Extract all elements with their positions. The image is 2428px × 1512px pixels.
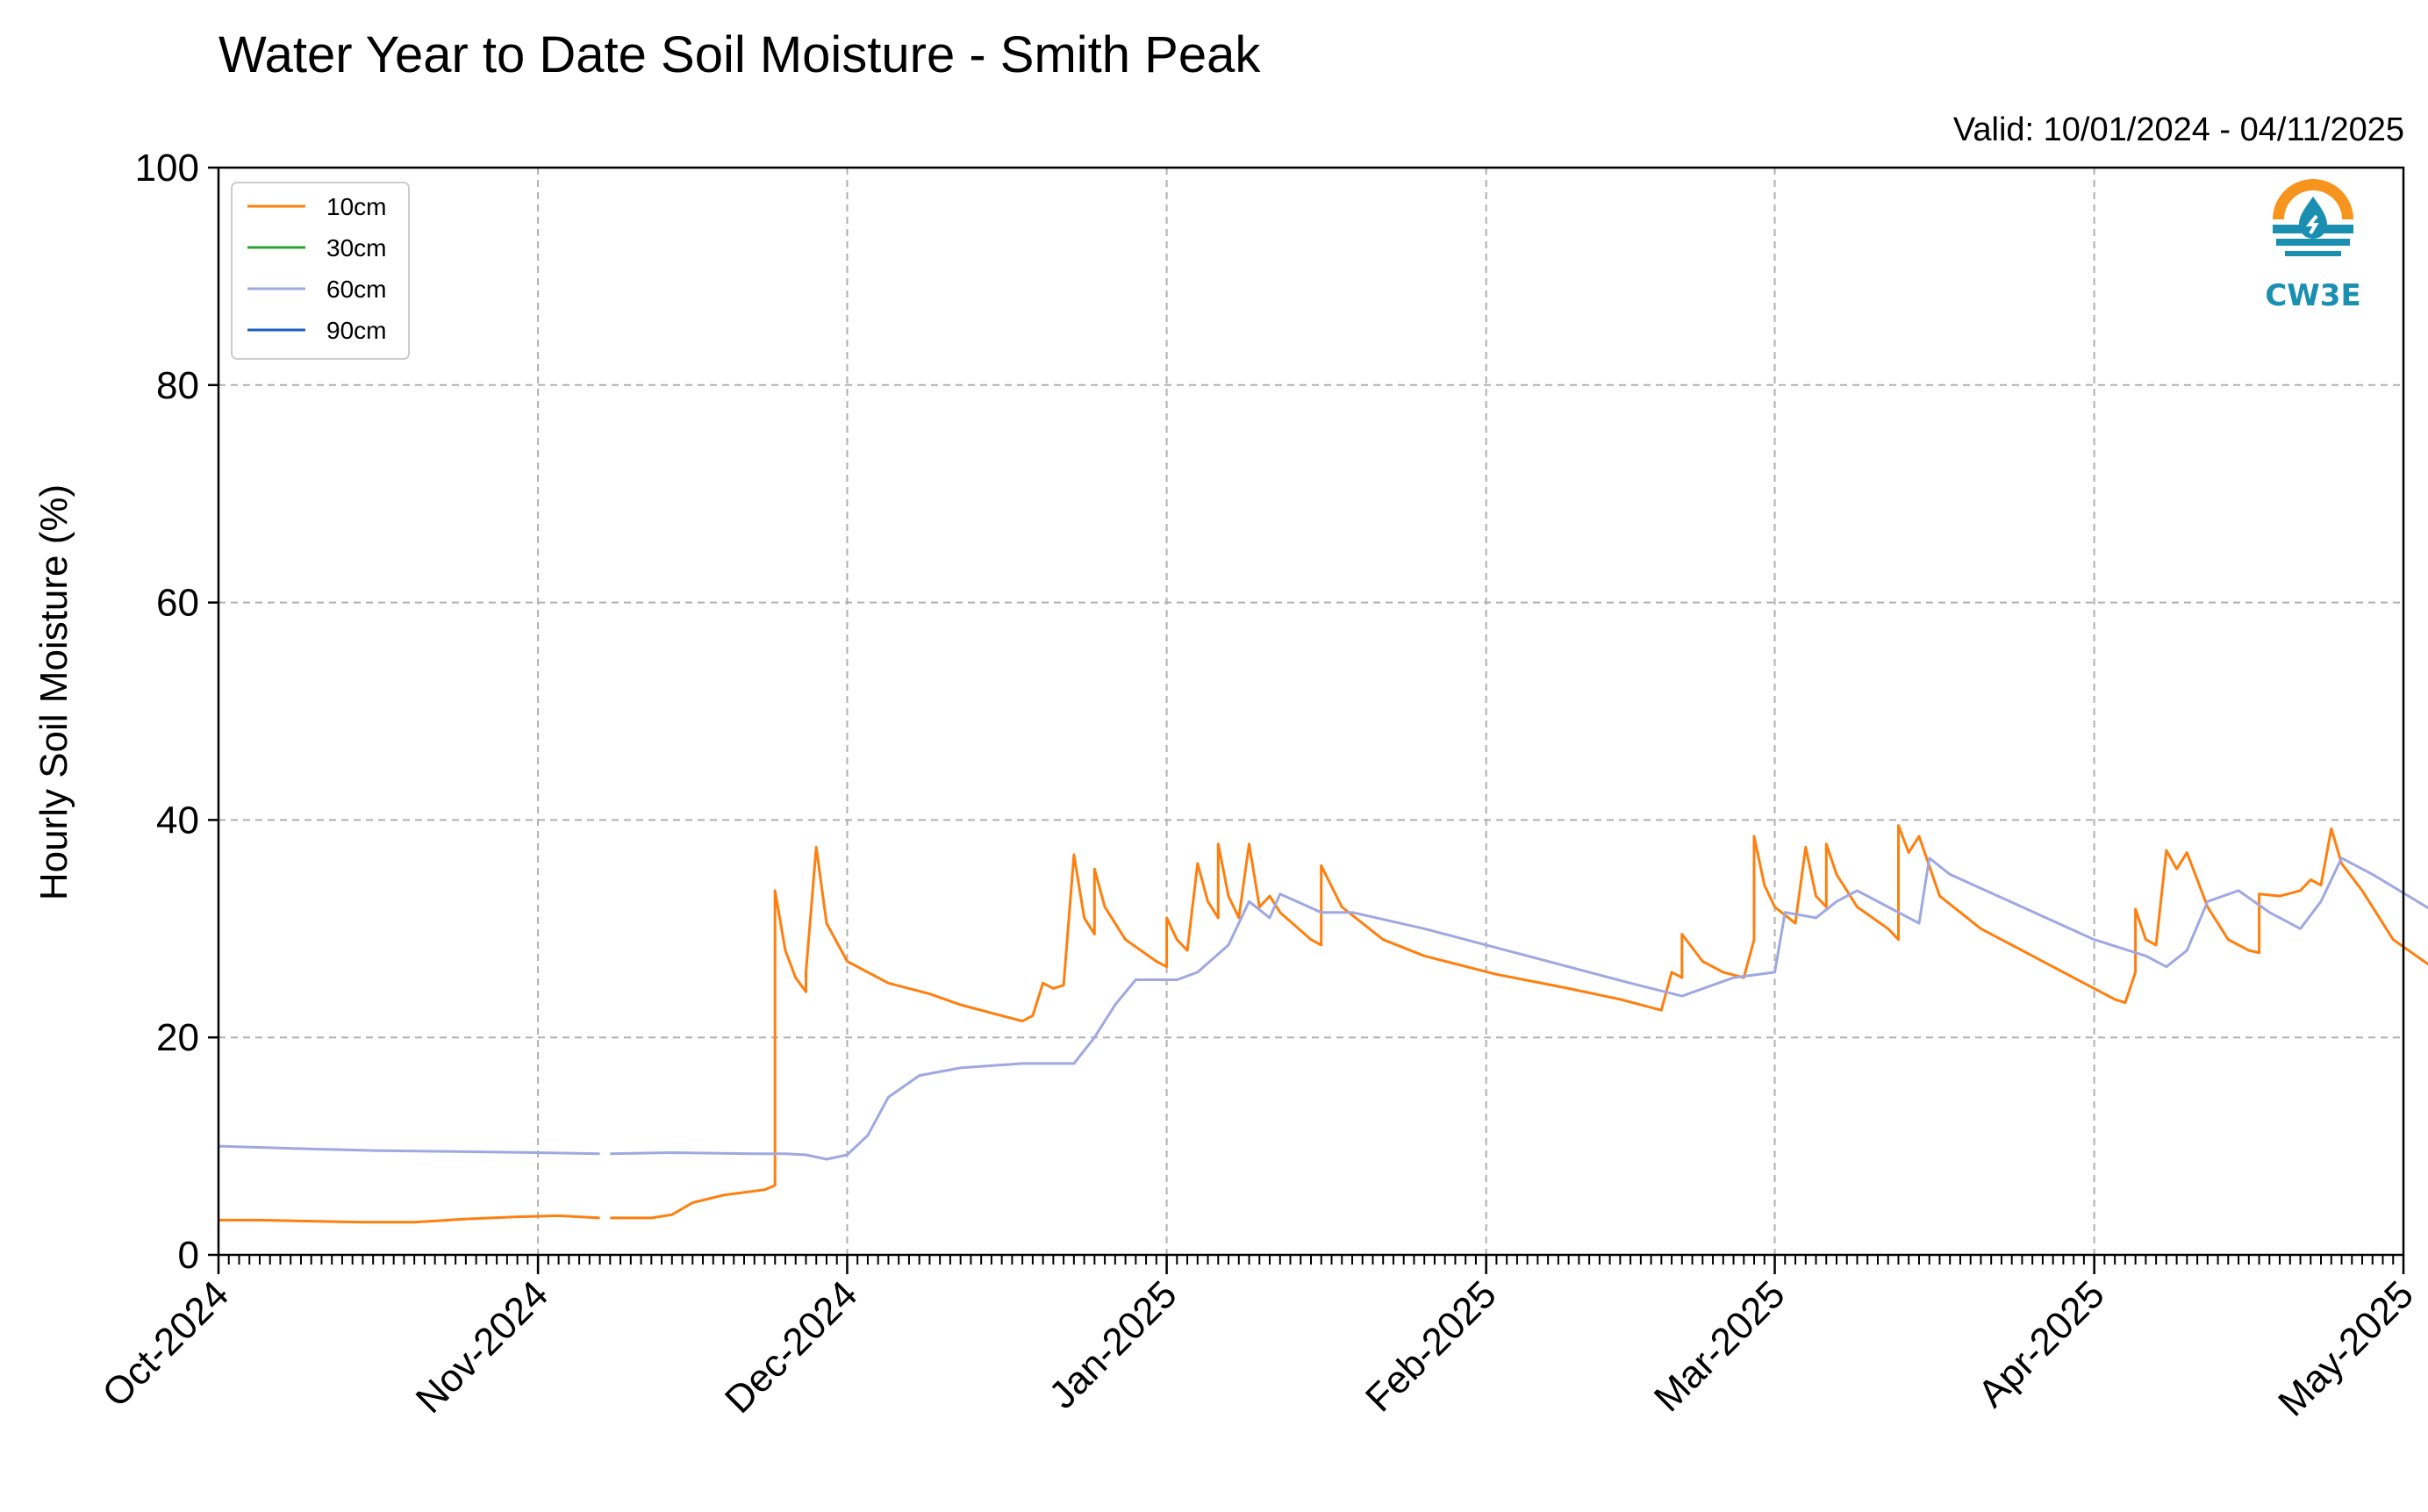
x-tick-label: May-2025 xyxy=(2270,1272,2422,1424)
series-line-60cm xyxy=(610,856,2428,1161)
x-tick-label: Feb-2025 xyxy=(1357,1272,1505,1420)
x-tick-label: Apr-2025 xyxy=(1970,1272,2113,1415)
logo-wave-3 xyxy=(2285,251,2341,256)
legend-label-30cm: 30cm xyxy=(326,234,386,262)
grid-lines xyxy=(218,168,2403,1255)
series-line-10cm xyxy=(610,824,2428,1220)
logo-text: CW3E xyxy=(2265,278,2360,313)
legend-label-10cm: 10cm xyxy=(326,193,386,220)
x-tick-labels: Oct-2024 Nov-2024 Dec-2024 Jan-2025 Feb-2025… xyxy=(94,1272,2422,1424)
y-tick-label: 20 xyxy=(156,1016,199,1059)
legend: 10cm 30cm 60cm 90cm xyxy=(231,182,410,360)
y-tick-labels: 0 20 40 60 80 100 xyxy=(135,147,199,1277)
x-tick-label: Dec-2024 xyxy=(717,1272,866,1422)
logo-wave-2 xyxy=(2276,239,2350,246)
y-tick-label: 0 xyxy=(178,1234,199,1277)
y-tick-label: 80 xyxy=(156,364,199,407)
plot-area xyxy=(217,166,2405,1257)
legend-box xyxy=(231,182,410,360)
series-lines xyxy=(218,824,2428,1224)
y-tick-label: 40 xyxy=(156,799,199,842)
y-tick-label: 60 xyxy=(156,582,199,625)
chart-title: Water Year to Date Soil Moisture - Smith… xyxy=(218,26,1261,83)
series-line-10cm xyxy=(218,1214,600,1224)
y-tick-label: 100 xyxy=(135,147,199,190)
legend-label-90cm: 90cm xyxy=(326,317,386,344)
axis-ticks xyxy=(208,166,2405,1274)
x-tick-label: Mar-2025 xyxy=(1646,1272,1794,1420)
x-tick-label: Nov-2024 xyxy=(408,1272,557,1422)
logo-drop-swirl xyxy=(2305,214,2319,235)
valid-date-range: Valid: 10/01/2024 - 04/11/2025 xyxy=(1953,111,2404,148)
cw3e-logo: CW3E xyxy=(2265,179,2361,313)
y-axis-label: Hourly Soil Moisture (%) xyxy=(32,484,75,900)
x-tick-label: Oct-2024 xyxy=(94,1272,237,1415)
series-line-60cm xyxy=(218,1144,600,1156)
legend-label-60cm: 60cm xyxy=(326,276,386,303)
x-tick-label: Jan-2025 xyxy=(1041,1272,1185,1416)
